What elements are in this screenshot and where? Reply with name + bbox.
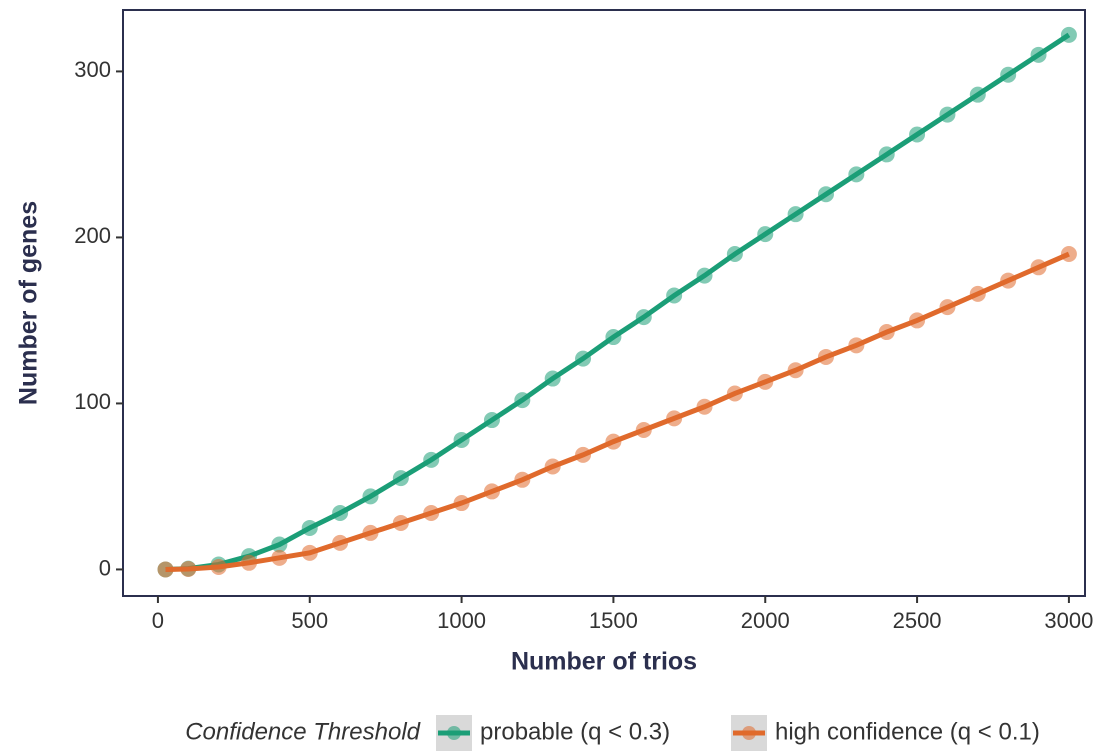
y-axis-title: Number of genes — [15, 201, 43, 405]
legend-key-dot — [742, 726, 756, 740]
y-tick-label: 200 — [74, 223, 111, 248]
y-tick-label: 0 — [99, 555, 111, 580]
x-tick-label: 1500 — [589, 608, 638, 633]
legend-key-dot — [447, 726, 461, 740]
series-line — [165, 32, 1071, 572]
x-axis-title: Number of trios — [511, 648, 697, 676]
legend-title: Confidence Threshold — [185, 718, 420, 745]
x-tick-label: 1000 — [437, 608, 486, 633]
x-tick-label: 0 — [152, 608, 164, 633]
y-tick-label: 100 — [74, 389, 111, 414]
plot-frame — [122, 9, 1086, 597]
legend-label: high confidence (q < 0.1) — [775, 718, 1040, 745]
series-line — [165, 251, 1070, 572]
x-tick-label: 3000 — [1044, 608, 1093, 633]
x-tick-label: 2500 — [893, 608, 942, 633]
y-tick-label: 300 — [74, 57, 111, 82]
x-tick-label: 500 — [291, 608, 328, 633]
x-tick-label: 2000 — [741, 608, 790, 633]
legend-label: probable (q < 0.3) — [480, 718, 670, 745]
